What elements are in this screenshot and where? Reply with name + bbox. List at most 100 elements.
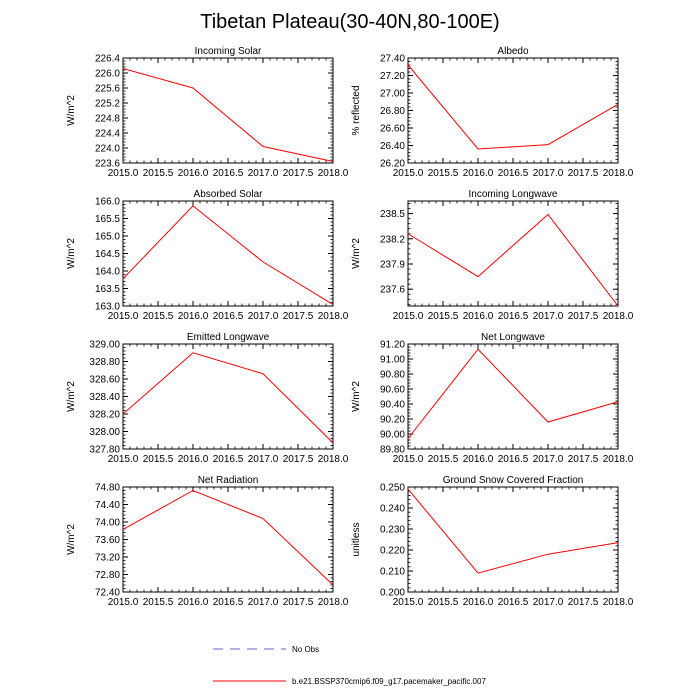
series-line [122, 489, 334, 586]
y-tick-label: 329.00 [89, 340, 120, 351]
x-tick-label: 2018.0 [603, 311, 634, 322]
chart-title: Emitted Longwave [187, 332, 270, 343]
series-line [407, 348, 619, 439]
y-tick-label: 27.40 [380, 54, 405, 65]
plot-frame [122, 343, 334, 450]
plot-frame [122, 57, 334, 164]
x-tick-label: 2016.5 [213, 168, 244, 179]
x-tick-label: 2017.0 [533, 168, 564, 179]
x-tick-label: 2017.0 [533, 311, 564, 322]
x-tick-label: 2015.5 [428, 168, 459, 179]
x-tick-label: 2017.5 [568, 311, 599, 322]
y-tick-label: 91.00 [380, 355, 405, 366]
x-tick-label: 2018.0 [318, 454, 349, 465]
y-axis-label: W/m^2 [66, 95, 77, 126]
y-tick-label: 224.8 [95, 114, 120, 125]
y-axis-label: % reflected [351, 85, 362, 135]
x-tick-label: 2018.0 [318, 168, 349, 179]
x-tick-label: 2015.5 [428, 597, 459, 608]
y-tick-label: 328.20 [89, 410, 120, 421]
chart-panel: Net Radiation W/m^2 2015.0 2015.5 2016.0 2016… [66, 475, 349, 608]
x-tick-label: 2018.0 [318, 597, 349, 608]
y-tick-label: 91.20 [380, 340, 405, 351]
x-tick-label: 2017.5 [568, 454, 599, 465]
y-tick-label: 226.4 [95, 54, 120, 65]
x-tick-label: 2016.0 [178, 454, 209, 465]
x-tick-label: 2015.5 [143, 597, 174, 608]
y-tick-label: 327.80 [89, 445, 120, 456]
series-line [407, 488, 619, 574]
y-tick-label: 73.60 [95, 535, 120, 546]
chart-title: Albedo [497, 46, 529, 57]
x-tick-label: 2015.5 [143, 311, 174, 322]
figure-title: Tibetan Plateau(30-40N,80-100E) [200, 11, 499, 33]
y-tick-label: 224.0 [95, 144, 120, 155]
y-axis-label: W/m^2 [351, 381, 362, 412]
x-tick-label: 2017.0 [533, 597, 564, 608]
y-tick-label: 226.0 [95, 69, 120, 80]
y-tick-label: 0.230 [380, 525, 405, 536]
x-tick-label: 2016.5 [498, 454, 529, 465]
x-tick-label: 2016.0 [178, 597, 209, 608]
chart-panel: Ground Snow Covered Fraction unitless 2015… [351, 475, 634, 608]
y-tick-label: 90.80 [380, 370, 405, 381]
series-line [122, 68, 334, 162]
y-tick-label: 74.40 [95, 500, 120, 511]
y-axis-label: W/m^2 [66, 524, 77, 555]
plot-frame [407, 200, 619, 307]
series-line [407, 213, 619, 307]
y-tick-label: 74.80 [95, 483, 120, 494]
x-tick-label: 2015.5 [143, 454, 174, 465]
y-tick-label: 72.40 [95, 588, 120, 599]
y-axis-label: W/m^2 [66, 381, 77, 412]
panels: Incoming Solar W/m^2 2015.0 2015.5 2016.0 201… [66, 46, 634, 608]
y-axis-label: W/m^2 [66, 238, 77, 269]
legend-label-model: b.e21.BSSP370cmip6.f09_g17.pacemaker_pac… [292, 677, 486, 686]
chart-title: Incoming Solar [195, 46, 262, 57]
y-tick-label: 0.220 [380, 546, 405, 557]
x-tick-label: 2016.0 [463, 597, 494, 608]
y-tick-label: 0.200 [380, 588, 405, 599]
y-tick-label: 237.6 [380, 285, 405, 296]
chart-panel: Albedo % reflected 2015.0 2015.5 2016.0 2016.… [351, 46, 634, 179]
x-tick-label: 2015.0 [393, 597, 424, 608]
y-tick-label: 90.40 [380, 400, 405, 411]
y-tick-label: 328.00 [89, 427, 120, 438]
y-tick-label: 26.60 [380, 124, 405, 135]
x-tick-label: 2017.0 [248, 454, 279, 465]
x-tick-label: 2016.5 [213, 597, 244, 608]
plot-frame [407, 343, 619, 450]
x-tick-label: 2015.0 [108, 311, 139, 322]
x-tick-label: 2016.5 [213, 311, 244, 322]
chart-panel: Incoming Solar W/m^2 2015.0 2015.5 2016.0 201… [66, 46, 349, 179]
y-tick-label: 165.0 [95, 232, 120, 243]
x-tick-label: 2015.0 [393, 168, 424, 179]
y-tick-label: 223.6 [95, 159, 120, 170]
x-tick-label: 2016.0 [463, 454, 494, 465]
series-line [122, 205, 334, 306]
x-tick-label: 2017.5 [283, 454, 314, 465]
x-tick-label: 2016.5 [498, 597, 529, 608]
y-tick-label: 328.60 [89, 375, 120, 386]
x-tick-label: 2017.0 [248, 168, 279, 179]
y-tick-label: 238.2 [380, 234, 405, 245]
x-tick-label: 2017.5 [283, 168, 314, 179]
y-tick-label: 89.80 [380, 445, 405, 456]
chart-title: Incoming Longwave [469, 189, 558, 200]
x-tick-label: 2016.5 [498, 311, 529, 322]
x-tick-label: 2018.0 [318, 311, 349, 322]
y-tick-label: 238.5 [380, 209, 405, 220]
plot-frame [122, 486, 334, 593]
plot-frame [122, 200, 334, 307]
chart-panel: Incoming Longwave W/m^2 2015.0 2015.5 2016.0… [351, 189, 634, 322]
y-tick-label: 328.80 [89, 357, 120, 368]
y-tick-label: 26.40 [380, 141, 405, 152]
x-tick-label: 2017.5 [568, 168, 599, 179]
x-tick-label: 2015.0 [108, 597, 139, 608]
x-tick-label: 2017.5 [568, 597, 599, 608]
x-tick-label: 2017.0 [248, 597, 279, 608]
plot-frame [407, 57, 619, 164]
x-tick-label: 2015.0 [393, 311, 424, 322]
x-tick-label: 2016.5 [498, 168, 529, 179]
plot-frame [407, 486, 619, 593]
